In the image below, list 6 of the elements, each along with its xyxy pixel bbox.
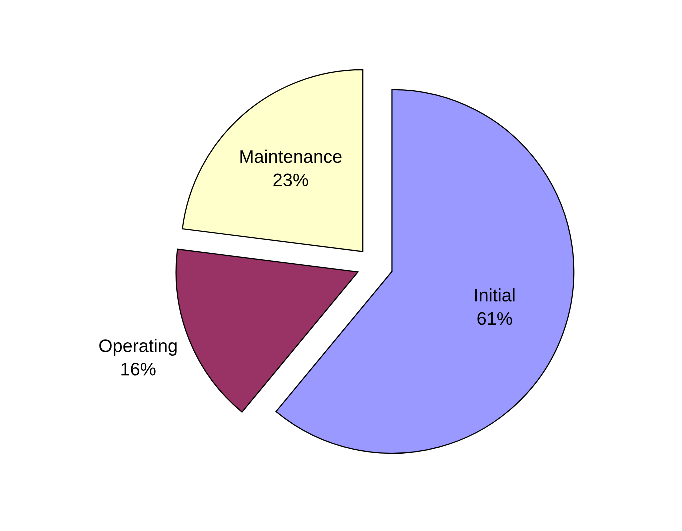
- data-label: 23%: [274, 174, 308, 187]
- slice-label: Operating: [100, 339, 177, 356]
- data-label: 16%: [122, 362, 156, 376]
- data-label: 61%: [478, 312, 512, 326]
- slice-label: Maintenance: [240, 150, 342, 164]
- slice-label: Initial: [475, 288, 515, 302]
